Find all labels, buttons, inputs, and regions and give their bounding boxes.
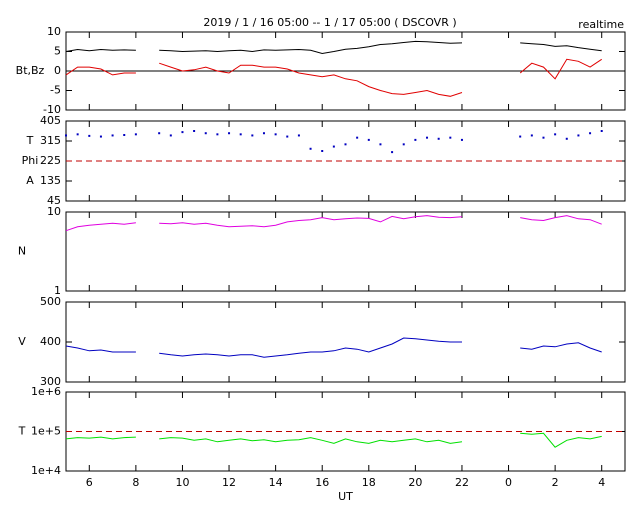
data-point (391, 151, 394, 154)
y-tick-label: 315 (40, 134, 61, 147)
y-tick-label: 1e+5 (31, 425, 61, 438)
y-tick-label: 300 (40, 375, 61, 388)
data-point (193, 130, 196, 132)
data-point (437, 137, 440, 140)
y-tick-label: 405 (40, 114, 61, 127)
data-point (321, 150, 324, 152)
data-point (274, 133, 277, 136)
data-point (367, 138, 370, 141)
data-point (76, 133, 79, 136)
x-tick-label: 10 (175, 476, 189, 489)
data-point (204, 132, 207, 135)
data-point (414, 138, 417, 141)
x-tick-label: 16 (315, 476, 329, 489)
data-point (344, 143, 347, 146)
y-tick-label: 10 (47, 205, 61, 218)
x-tick-label: 0 (505, 476, 512, 489)
x-tick-label: 2 (552, 476, 559, 489)
data-point (286, 135, 289, 138)
y-axis-label: A (26, 174, 34, 187)
y-tick-label: 1e+4 (31, 464, 61, 477)
data-point (111, 134, 114, 137)
chart-title: 2019 / 1 / 16 05:00 -- 1 / 17 05:00 ( DS… (203, 16, 456, 29)
y-tick-label: 135 (40, 174, 61, 187)
y-tick-label: 45 (47, 194, 61, 207)
data-point (123, 134, 126, 136)
data-point (332, 145, 335, 148)
data-point (169, 134, 172, 137)
data-line (65, 40, 602, 55)
y-axis-label: Bt,Bz (16, 64, 45, 77)
y-axis-label: T (18, 425, 26, 438)
y-axis-label: T (26, 134, 34, 147)
x-tick-label: 20 (408, 476, 422, 489)
data-point (65, 134, 67, 137)
y-tick-label: 1 (54, 284, 61, 297)
x-axis-label: UT (338, 490, 353, 503)
data-point (99, 135, 102, 138)
data-point (519, 135, 522, 138)
data-point (565, 137, 568, 140)
data-point (239, 133, 242, 136)
data-point (530, 134, 533, 137)
data-point (589, 132, 592, 135)
y-tick-label: -5 (50, 84, 61, 97)
data-point (402, 143, 405, 146)
y-tick-label: 5 (54, 45, 61, 58)
y-tick-label: -10 (43, 103, 61, 116)
data-line (65, 432, 602, 448)
data-point (554, 133, 557, 136)
data-point (600, 130, 603, 132)
y-tick-label: 10 (47, 25, 61, 38)
data-point (309, 147, 312, 150)
data-point (449, 136, 452, 139)
x-tick-label: 12 (222, 476, 236, 489)
x-tick-label: 18 (362, 476, 376, 489)
data-line (65, 215, 602, 232)
data-point (134, 133, 137, 136)
data-point (297, 134, 300, 137)
data-line (65, 58, 602, 97)
data-point (460, 138, 463, 141)
y-axis-label: Phi (22, 154, 39, 167)
y-tick-label: 0 (54, 64, 61, 77)
data-point (88, 134, 91, 137)
y-tick-label: 225 (40, 154, 61, 167)
data-point (262, 132, 265, 135)
x-tick-label: 22 (455, 476, 469, 489)
y-tick-label: 400 (40, 335, 61, 348)
data-point (216, 133, 219, 136)
data-point (251, 134, 254, 137)
annotation: realtime (578, 18, 624, 31)
data-point (577, 134, 580, 137)
x-tick-label: 6 (86, 476, 93, 489)
x-tick-label: 14 (269, 476, 283, 489)
data-point (542, 136, 545, 139)
y-tick-label: 1e+6 (31, 385, 61, 398)
y-axis-label: N (18, 245, 26, 258)
y-tick-label: 500 (40, 295, 61, 308)
y-axis-label: V (18, 335, 26, 348)
data-point (379, 143, 382, 146)
data-point (181, 131, 184, 134)
data-point (158, 132, 161, 135)
x-tick-label: 8 (132, 476, 139, 489)
data-line (65, 337, 602, 358)
panel-frame (65, 211, 626, 292)
data-point (356, 136, 359, 139)
x-tick-label: 4 (598, 476, 605, 489)
data-point (426, 136, 429, 139)
data-point (228, 132, 231, 135)
